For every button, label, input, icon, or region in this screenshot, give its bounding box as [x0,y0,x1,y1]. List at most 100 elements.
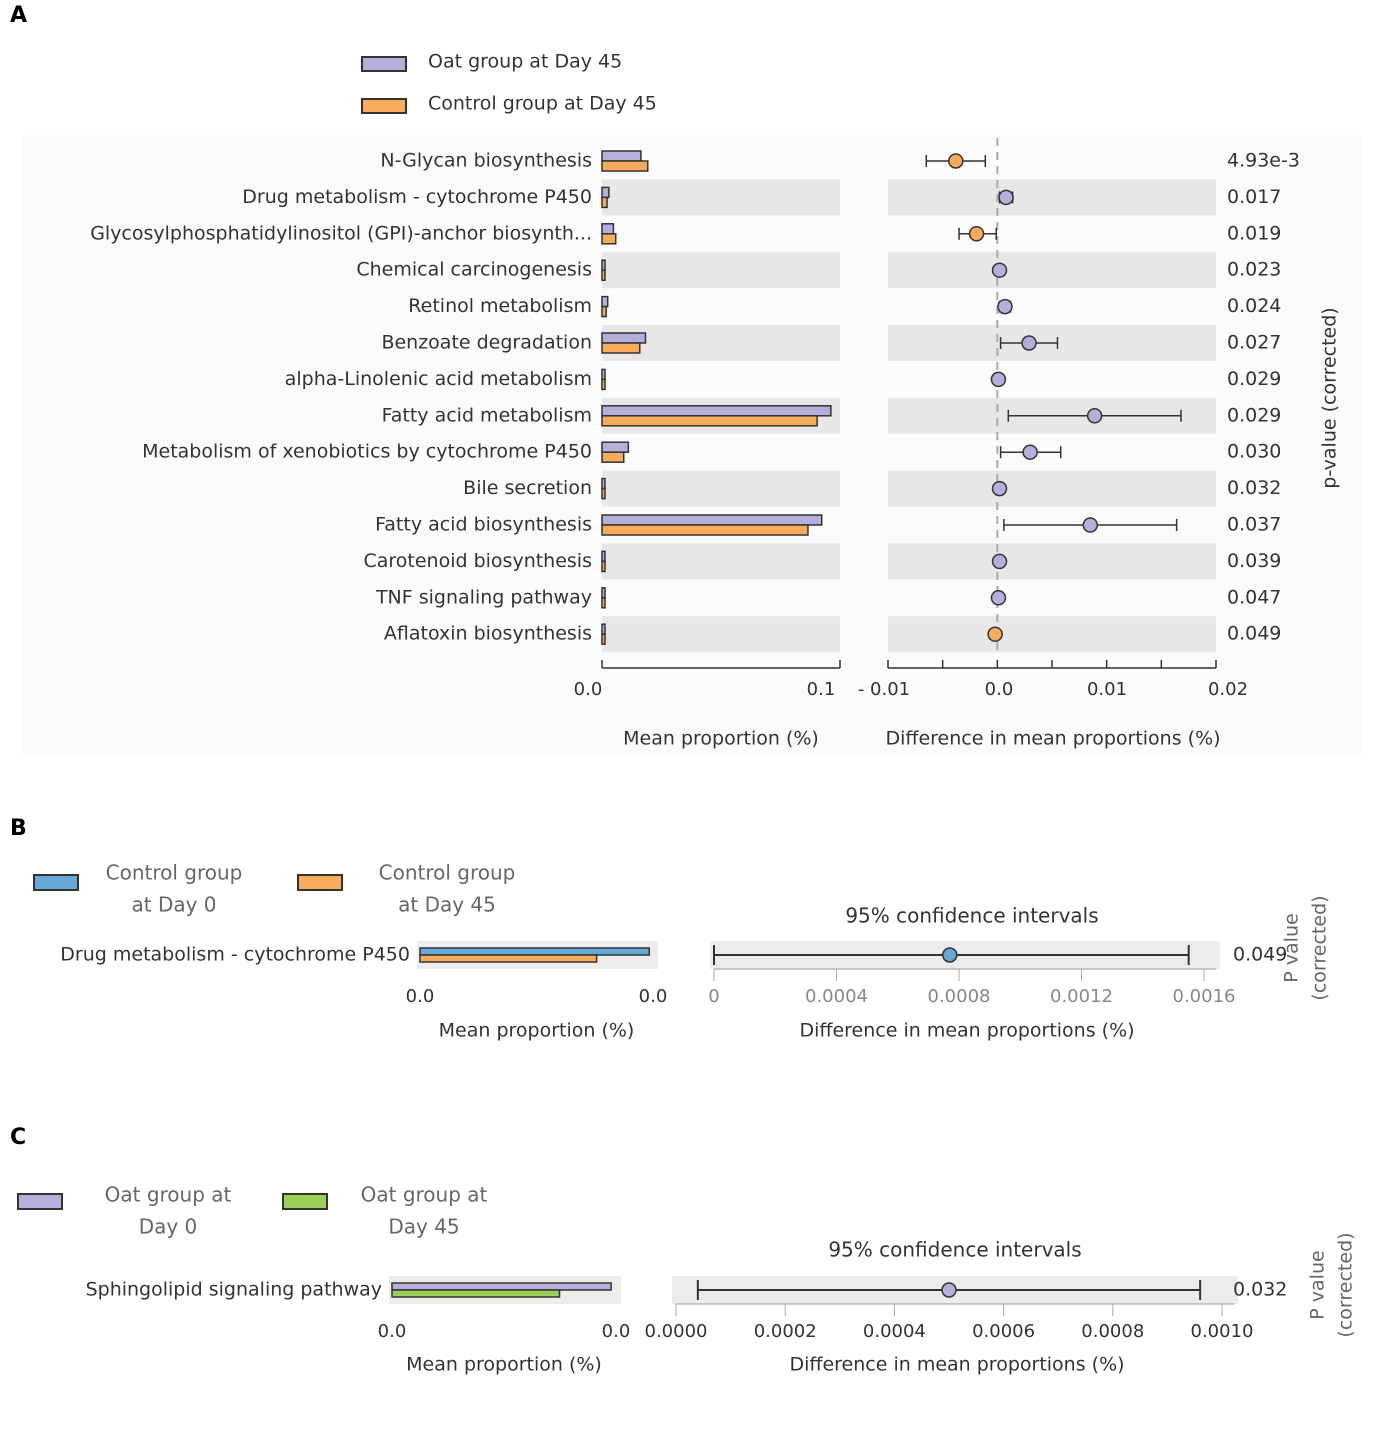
diff-tick-label: 0.0006 [972,1321,1035,1342]
row-stripe [888,543,1216,580]
diff-point [1086,408,1103,424]
bar-oat [601,295,609,308]
bar-oat [601,514,823,526]
legend-label-line: Day 45 [388,1215,459,1239]
p-value-label: 0.029 [1227,368,1281,390]
category-label: Retinol metabolism [408,295,592,317]
legend-label: Oat group at Day 45 [361,1183,488,1239]
p-value-label: 0.019 [1227,222,1281,244]
p-value-label: 0.049 [1227,623,1281,645]
bar-control [601,233,617,245]
bar-control [601,560,606,573]
diff-tick-label: 0.0004 [805,986,868,1007]
category-label: Fatty acid biosynthesis [375,514,592,536]
bar-oat [601,550,606,563]
bar-oat [601,150,642,162]
legend-label: Control group at Day 45 [428,93,657,115]
category-label: Bile secretion [463,477,592,499]
diff-tick-label: - 0.01 [858,679,910,700]
row-stripe [888,179,1216,216]
legend-label-line: Day 0 [139,1215,198,1239]
bar-oat [601,259,606,271]
category-label: Metabolism of xenobiotics by cytochrome … [142,441,592,463]
p-value-axis-label: p-value (corrected) [1319,307,1341,488]
p-value-label: 0.024 [1227,295,1281,317]
diff-point [991,553,1008,570]
bar-series-1 [391,1282,612,1291]
bar-control [601,160,649,172]
diff-tick-label: 0.0010 [1191,1321,1254,1342]
p-value-label: 0.029 [1227,404,1281,426]
bar-control [601,451,625,463]
legend-label: Oat group at Day 0 [105,1183,232,1239]
diff-tick-label: 0.0008 [928,986,991,1007]
bar-control [601,196,608,209]
diff-tick-label: 0.02 [1208,679,1248,700]
legend-swatch [282,1193,328,1210]
diff-point [987,626,1003,642]
mean-tick-label: 0.0 [574,679,603,700]
bar-oat [601,623,606,635]
p-value-label: 0.027 [1227,332,1281,354]
category-label: Drug metabolism - cytochrome P450 [242,186,592,208]
p-value-axis-label: (corrected) [1335,1232,1357,1337]
diff-point [990,371,1007,388]
row-stripe [602,470,840,507]
diff-point [1022,444,1038,460]
legend-label-line: Oat group at [105,1183,232,1207]
diff-point [942,947,958,963]
mean-axis-label: Mean proportion (%) [439,1020,635,1042]
panel-b: B Drug metabolism - cytochrome P450 0.0 0.0… [10,816,1331,1042]
diff-tick-label: 0.0 [985,679,1014,700]
row-stripe [602,179,840,216]
ci-title: 95% confidence intervals [828,1238,1081,1262]
bar-oat [601,368,606,381]
legend-swatch [17,1193,63,1210]
p-value-label: 0.017 [1227,186,1281,208]
legend-swatch [33,874,79,891]
bar-oat [601,332,647,344]
bar-series-1 [419,947,650,956]
diff-point [997,298,1013,315]
diff-point [968,226,985,242]
bar-series-2 [391,1289,561,1298]
bar-control [601,415,818,427]
p-value-label: 0.032 [1233,1279,1287,1301]
mean-tick-label: 0.0 [639,986,668,1007]
diff-axis-label: Difference in mean proportions (%) [885,728,1220,750]
category-label: Glycosylphosphatidylinositol (GPI)-ancho… [90,222,592,244]
bar-oat [601,441,630,453]
row-stripe [602,543,840,580]
ci-title: 95% confidence intervals [845,904,1098,928]
category-label: TNF signaling pathway [375,586,592,608]
diff-point [991,480,1008,497]
legend-label-line: Control group [379,861,516,885]
bar-control [601,378,606,391]
diff-point [991,262,1008,278]
diff-tick-label: 0.0008 [1081,1321,1144,1342]
diff-axis-label: Difference in mean proportions (%) [799,1020,1134,1042]
p-value-axis-label: P value [1281,913,1303,982]
bar-control [601,524,809,536]
diff-axis-label: Difference in mean proportions (%) [789,1354,1124,1376]
legend-label: Oat group at Day 45 [428,51,622,73]
p-value-label: 0.032 [1227,477,1281,499]
p-value-axis-label: P value [1307,1250,1329,1319]
mean-axis-label: Mean proportion (%) [406,1354,602,1376]
mean-tick-label: 0.0 [602,1321,631,1342]
diff-tick-label: 0.0004 [863,1321,926,1342]
category-label: alpha-Linolenic acid metabolism [285,368,592,390]
bar-control [601,633,606,645]
diff-tick-label: 0.0012 [1050,986,1113,1007]
bar-control [601,487,606,500]
mean-tick-label: 0.0 [406,986,435,1007]
panel-letter: B [10,816,27,841]
diff-point [941,1282,957,1298]
category-label: Drug metabolism - cytochrome P450 [60,944,410,966]
category-label: N-Glycan biosynthesis [380,150,592,172]
panel-letter: C [10,1125,26,1150]
bar-oat [601,186,610,199]
legend-label: Control group at Day 45 [379,861,516,917]
bar-oat [601,587,606,599]
